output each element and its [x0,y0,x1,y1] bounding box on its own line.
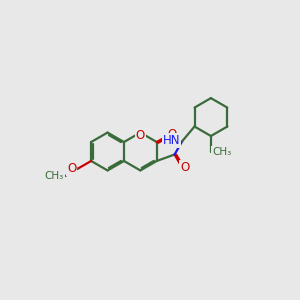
Text: O: O [167,128,177,141]
Text: O: O [136,129,145,142]
Text: CH₃: CH₃ [44,171,64,181]
Text: HN: HN [163,134,181,147]
Text: CH₃: CH₃ [212,146,231,157]
Text: O: O [67,162,76,175]
Text: O: O [180,161,189,174]
